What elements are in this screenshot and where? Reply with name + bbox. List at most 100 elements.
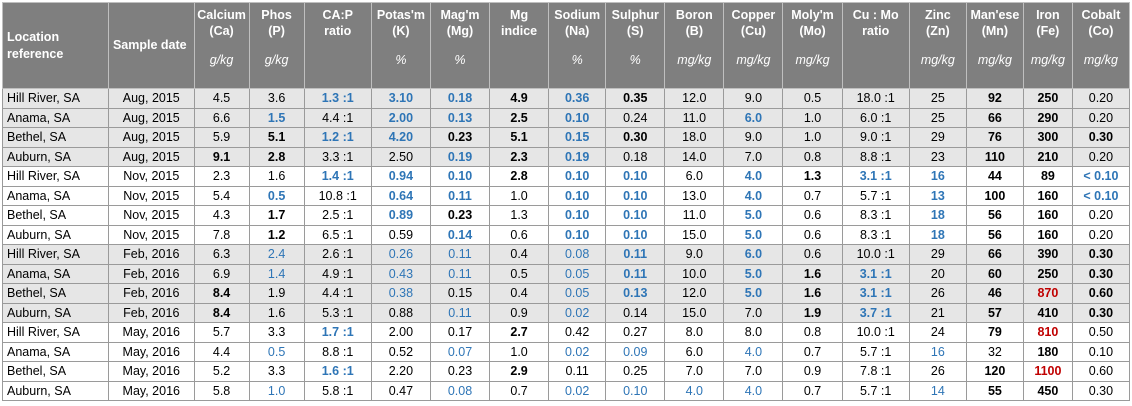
value-cell: 0.5 [248,185,305,206]
value-cell: 0.8 [782,322,843,343]
value-cell: 5.0 [723,283,784,304]
header-label: Boron [675,8,713,22]
value-cell: 0.25 [605,361,666,382]
value-cell: 9.0 [664,244,725,265]
header-unit: mg/kg [1030,53,1065,67]
location-cell: Bethel, SA [2,205,109,226]
value-cell: 2.6 :1 [303,244,372,265]
value-cell: 6.0 [664,166,725,187]
value-cell: 0.36 [548,88,607,109]
date-cell: Feb, 2016 [107,263,195,284]
date-cell: May, 2016 [107,341,195,362]
table-row: Bethel, SA May, 2016 5.2 3.3 1.6 :1 2.20 0.23 2… [2,361,1131,382]
location-cell: Bethel, SA [2,127,109,148]
date-cell: Nov, 2015 [107,185,195,206]
value-cell: 15.0 [664,224,725,245]
column-header: Boron (B) mg/kg [664,2,725,89]
value-cell: 0.30 [1071,302,1131,323]
value-cell: 1.6 [782,283,843,304]
header-label: Sulphur [611,8,659,22]
header-unit: mg/kg [677,53,712,67]
header-label: (Cu) [740,24,766,38]
value-cell: 0.11 [548,361,607,382]
header-unit: mg/kg [920,53,955,67]
value-cell: 20 [908,263,967,284]
column-header: Calcium (Ca) g/kg [193,2,250,89]
value-cell: 23 [908,146,967,167]
location-cell: Auburn, SA [2,302,109,323]
value-cell: 0.15 [429,283,491,304]
value-cell: 8.4 [193,302,250,323]
value-cell: 250 [1022,263,1073,284]
value-cell: 5.4 [193,185,250,206]
value-cell: 4.5 [193,88,250,109]
value-cell: 76 [965,127,1024,148]
location-cell: Anama, SA [2,341,109,362]
header-label: CA:P [322,8,353,22]
value-cell: 4.0 [723,185,784,206]
value-cell: 0.10 [548,185,607,206]
value-cell: 5.7 [193,322,250,343]
table-row: Bethel, SA Aug, 2015 5.9 5.1 1.2 :1 4.20 0.23 5… [2,127,1131,148]
value-cell: 5.0 [723,224,784,245]
value-cell: 24 [908,322,967,343]
value-cell: 0.10 [605,224,666,245]
value-cell: 1.6 [782,263,843,284]
value-cell: 57 [965,302,1024,323]
header-label: Sodium [554,8,601,22]
value-cell: 0.7 [782,380,843,401]
value-cell: 4.4 [193,341,250,362]
value-cell: 7.0 [723,361,784,382]
value-cell: 29 [908,127,967,148]
value-cell: 4.9 :1 [303,263,372,284]
header-unit [490,53,548,67]
value-cell: 5.9 [193,127,250,148]
header-label: Location [7,29,60,44]
value-cell: 0.10 [429,166,491,187]
value-cell: 1.6 [248,302,305,323]
value-cell: 2.8 [248,146,305,167]
date-cell: May, 2016 [107,361,195,382]
value-cell: 3.7 :1 [841,302,910,323]
value-cell: 1.0 [489,185,550,206]
value-cell: 1.4 :1 [303,166,372,187]
value-cell: 0.38 [370,283,431,304]
value-cell: 5.0 [723,263,784,284]
value-cell: 1.6 :1 [303,361,372,382]
header-label: indice [501,24,538,38]
column-header: Sample date [107,2,195,89]
value-cell: 0.10 [605,205,666,226]
value-cell: 18.0 [664,127,725,148]
value-cell: 4.0 [723,380,784,401]
value-cell: 5.8 :1 [303,380,372,401]
value-cell: 18 [908,224,967,245]
header-label: Moly'm [791,8,834,22]
value-cell: 32 [965,341,1024,362]
value-cell: 2.50 [370,146,431,167]
value-cell: 1.3 [489,205,550,226]
value-cell: 6.0 [664,341,725,362]
header-unit: g/kg [264,53,289,67]
value-cell: 2.4 [248,244,305,265]
value-cell: 0.19 [429,146,491,167]
header-label: (Fe) [1036,24,1060,38]
value-cell: 0.11 [605,263,666,284]
value-cell: 0.10 [548,205,607,226]
header-label: Sample date [112,38,187,52]
value-cell: 11.0 [664,107,725,128]
value-cell: 3.1 :1 [841,263,910,284]
value-cell: 0.9 [489,302,550,323]
value-cell: 300 [1022,127,1073,148]
value-cell: 0.11 [429,185,491,206]
value-cell: 160 [1022,185,1073,206]
value-cell: 0.08 [548,244,607,265]
value-cell: 2.5 :1 [303,205,372,226]
value-cell: 0.20 [1071,224,1131,245]
value-cell: 450 [1022,380,1073,401]
value-cell: 5.7 :1 [841,341,910,362]
value-cell: 1.0 [782,107,843,128]
header-label: (Zn) [926,24,950,38]
value-cell: 8.3 :1 [841,224,910,245]
value-cell: 6.5 :1 [303,224,372,245]
column-header: Cu : Mo ratio [841,2,910,89]
